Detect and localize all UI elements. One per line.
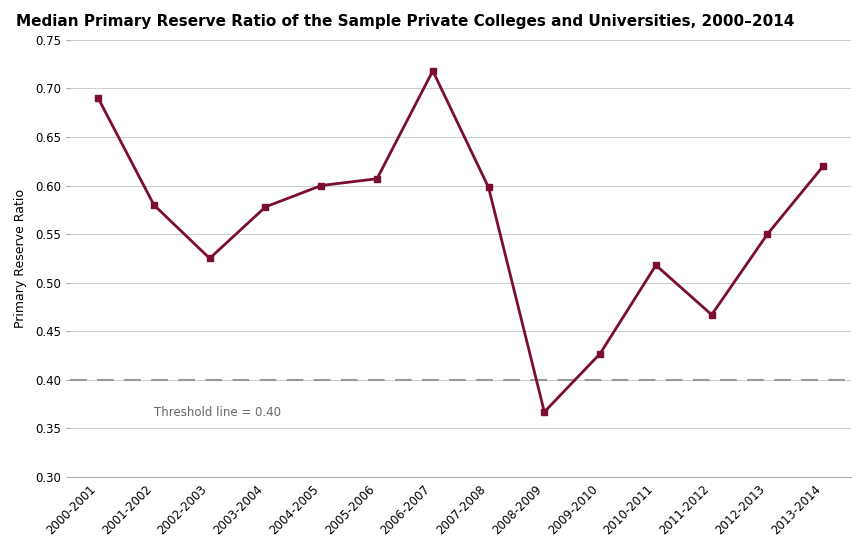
Text: Median Primary Reserve Ratio of the Sample Private Colleges and Universities, 20: Median Primary Reserve Ratio of the Samp… bbox=[16, 14, 794, 29]
Text: Threshold line = 0.40: Threshold line = 0.40 bbox=[154, 406, 281, 419]
Y-axis label: Primary Reserve Ratio: Primary Reserve Ratio bbox=[14, 189, 27, 328]
